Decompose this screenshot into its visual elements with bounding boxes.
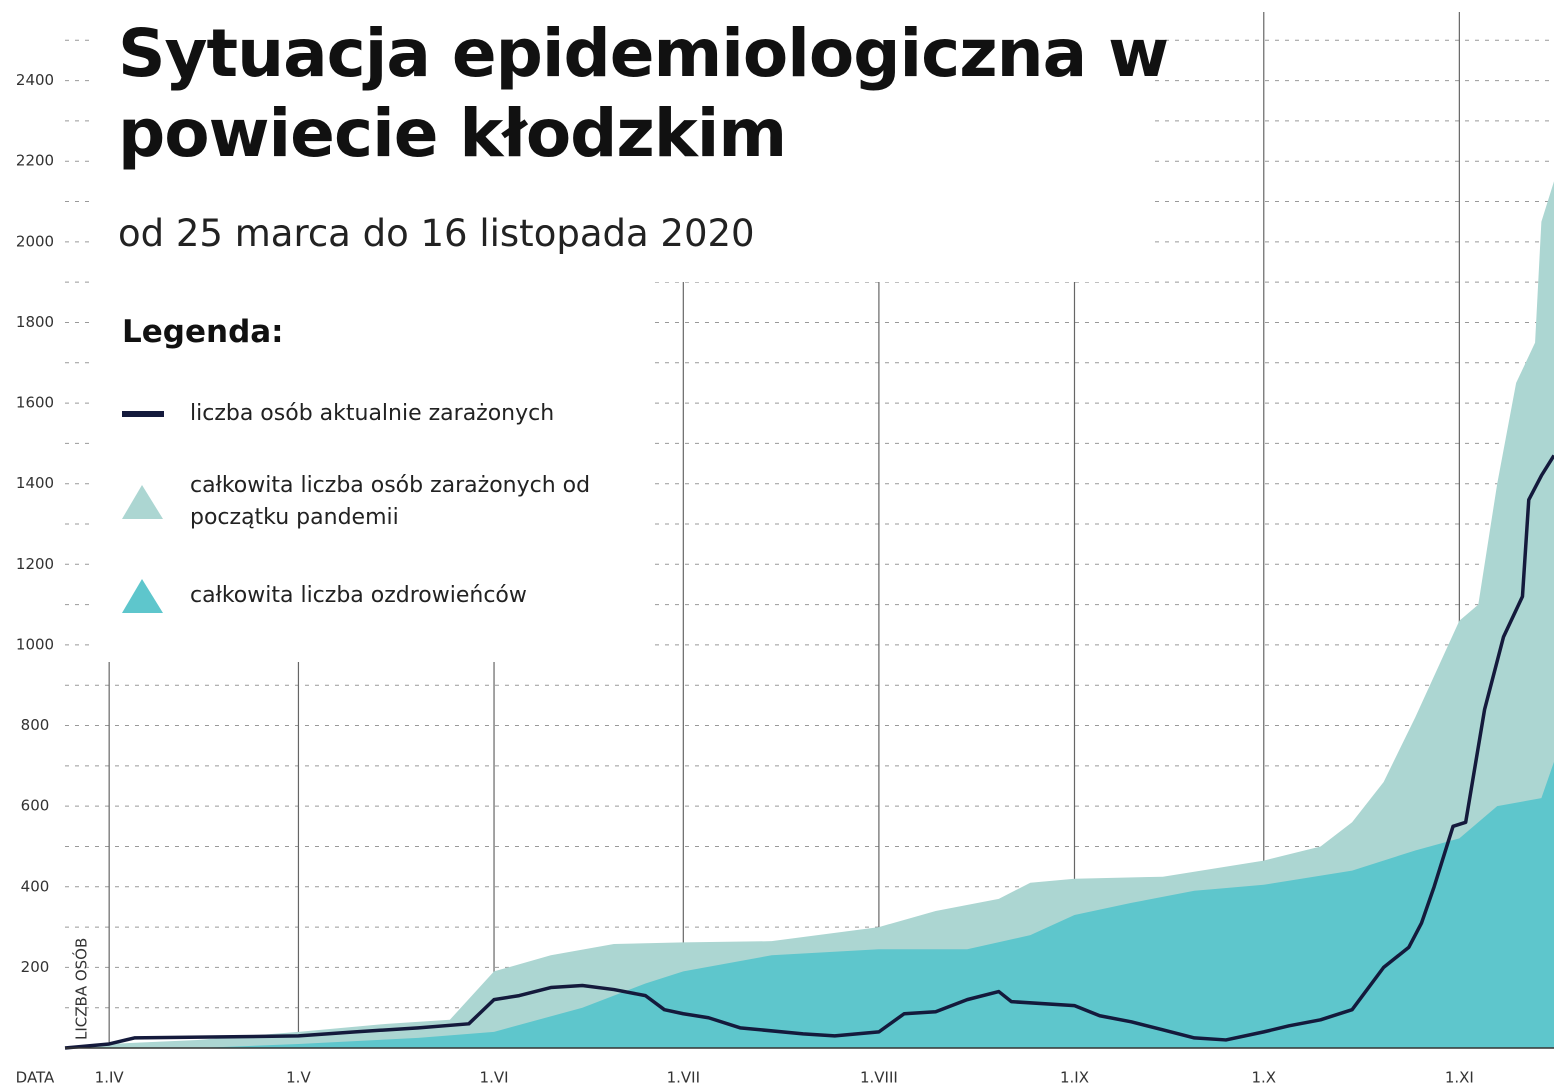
- x-tick-label: 1.IV: [95, 1069, 125, 1087]
- x-tick-label: 1.V: [286, 1069, 311, 1087]
- y-tick-label: 1400: [16, 474, 54, 492]
- line: [64, 454, 1554, 1050]
- y-tick-label: 1200: [16, 555, 54, 573]
- chart-title: Sytuacja epidemiologiczna w powiecie kło…: [118, 15, 1169, 172]
- y-tick-label: 2200: [16, 152, 54, 170]
- legend-swatch: [122, 485, 163, 519]
- x-tick-label: 1.VI: [480, 1069, 509, 1087]
- legend-title: Legenda:: [122, 314, 284, 350]
- y-tick-label: 1600: [16, 394, 54, 412]
- y-tick-label: 2400: [16, 71, 54, 89]
- x-axis-label: DATA: [16, 1069, 55, 1087]
- legend-swatch: [122, 411, 164, 417]
- y-tick-label: 1800: [16, 313, 54, 331]
- title-backdrop: [90, 0, 1150, 282]
- y-tick-label: 1000: [16, 635, 54, 653]
- y-tick-label: 800: [21, 716, 50, 734]
- x-tick-label: 1.XI: [1445, 1069, 1474, 1087]
- x-tick-label: 1.VIII: [860, 1069, 898, 1087]
- y-tick-label: 400: [21, 877, 50, 895]
- y-tick-label: 600: [21, 797, 50, 815]
- chart-subtitle: od 25 marca do 16 listopada 2020: [118, 212, 755, 255]
- y-tick-label: 2000: [16, 232, 54, 250]
- legend-backdrop: [90, 282, 650, 662]
- legend-label: całkowita liczba osób zarażonych od pocz…: [190, 473, 591, 530]
- area: [65, 761, 1554, 1048]
- y-tick-label: 200: [21, 958, 50, 976]
- legend-label: liczba osób aktualnie zarażonych: [190, 401, 555, 426]
- x-tick-label: 1.VII: [667, 1069, 700, 1087]
- y-axis-label: LICZBA OSÓB: [72, 938, 91, 1040]
- legend-swatch: [122, 579, 163, 613]
- x-tick-label: 1.X: [1251, 1069, 1276, 1087]
- legend-label: całkowita liczba ozdrowieńców: [190, 583, 527, 608]
- x-tick-label: 1.IX: [1060, 1069, 1089, 1087]
